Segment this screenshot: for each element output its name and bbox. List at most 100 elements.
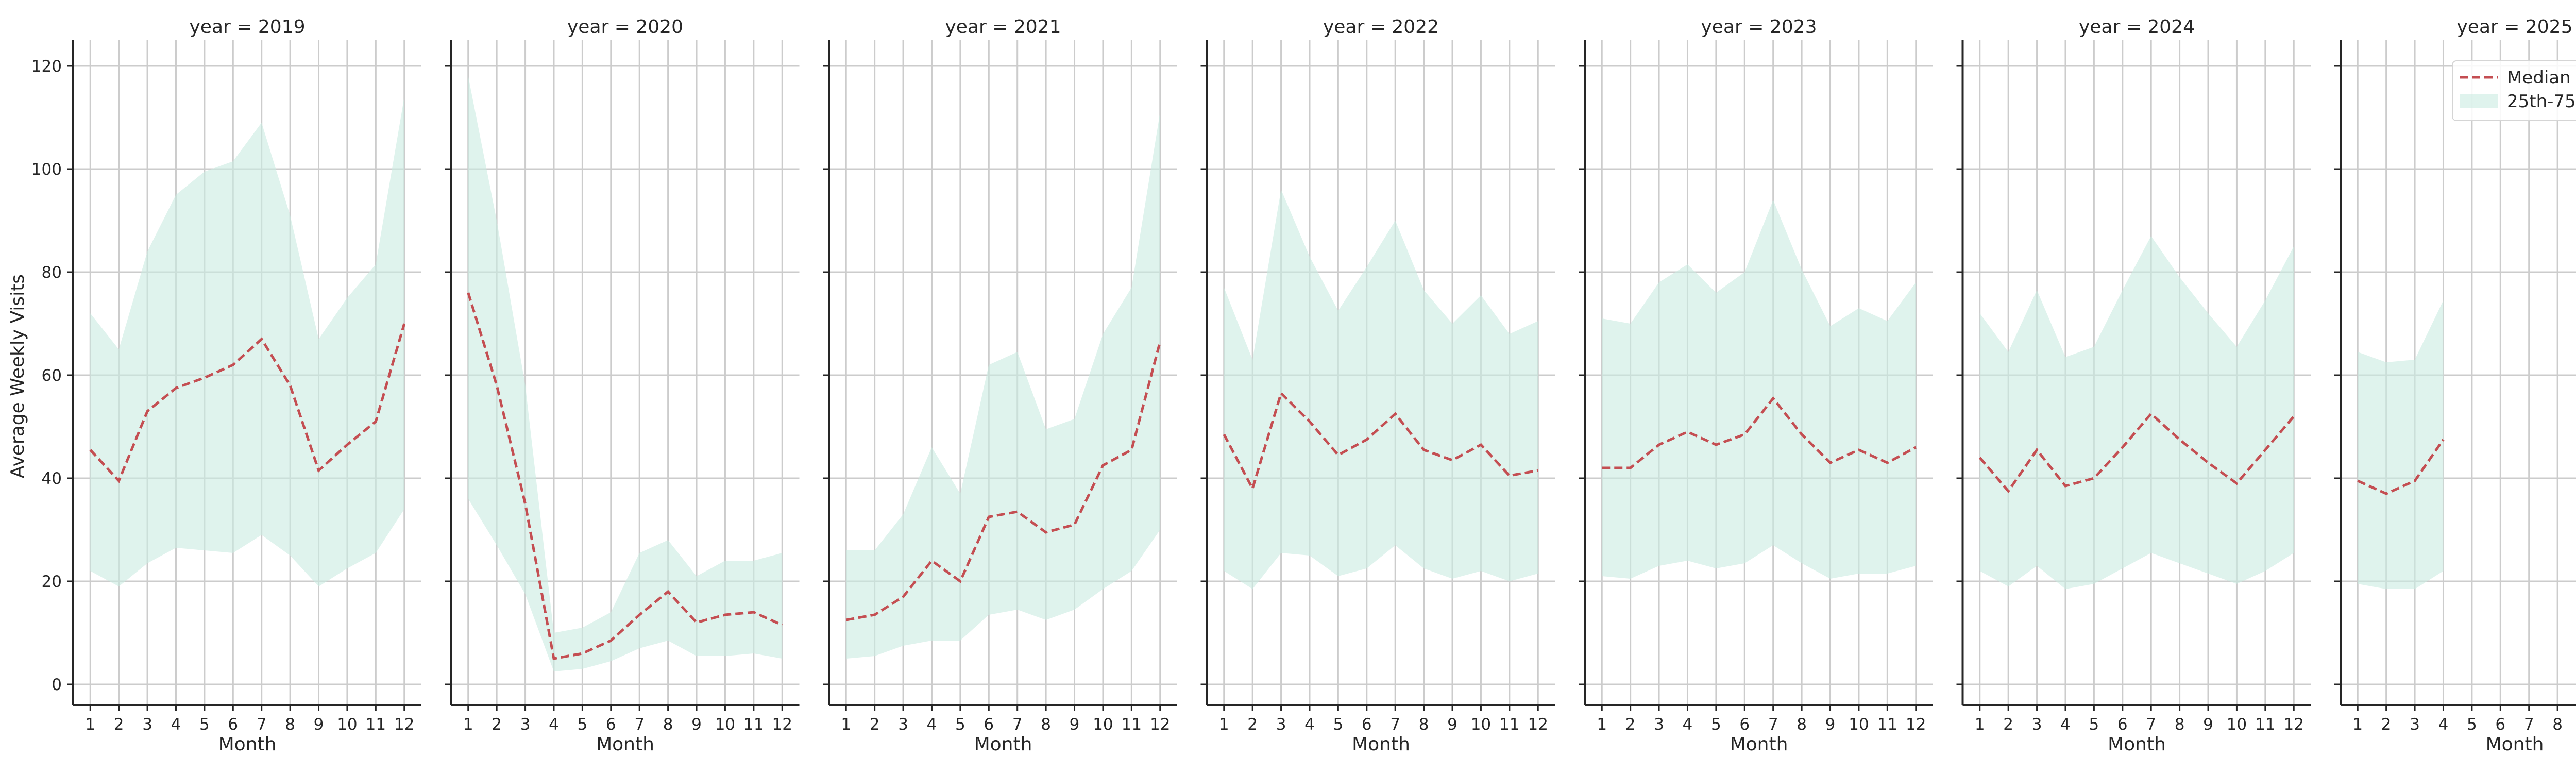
median-point [1251, 488, 1253, 490]
median-point [1915, 446, 1917, 448]
panel-title: year = 2024 [2079, 16, 2195, 38]
median-point [1858, 449, 1860, 451]
x-tick-label: 9 [1070, 715, 1080, 734]
median-point [988, 516, 990, 518]
median-point [581, 652, 583, 654]
x-tick-label: 11 [366, 715, 386, 734]
y-tick-label: 80 [42, 263, 62, 282]
median-point [2207, 462, 2209, 464]
median-point [1979, 457, 1981, 459]
median-point [89, 449, 91, 451]
median-point [1772, 397, 1774, 399]
median-point [2036, 449, 2038, 451]
median-point [1130, 449, 1132, 451]
x-tick-label: 9 [1825, 715, 1836, 734]
median-point [2442, 439, 2444, 441]
median-point [1280, 392, 1282, 394]
x-tick-label: 8 [285, 715, 295, 734]
x-tick-label: 4 [927, 715, 937, 734]
median-point [118, 480, 120, 482]
median-point [2179, 439, 2181, 441]
x-tick-label: 7 [634, 715, 645, 734]
median-point [1658, 444, 1660, 446]
x-tick-label: 8 [2175, 715, 2185, 734]
median-point [1480, 444, 1482, 446]
median-point [204, 377, 206, 379]
median-point [667, 591, 669, 593]
median-point [1743, 433, 1745, 435]
percentile-band [1979, 236, 2294, 589]
median-point [1159, 341, 1161, 343]
percentile-band [1602, 200, 1916, 579]
percentile-band [1224, 190, 1538, 589]
x-tick-label: 9 [1447, 715, 1458, 734]
median-point [638, 614, 640, 616]
median-point [232, 364, 234, 366]
median-point [2385, 493, 2387, 495]
legend-band-swatch [2460, 94, 2498, 108]
median-point [1686, 431, 1688, 433]
median-point [1423, 449, 1425, 451]
panel-title: year = 2025 [2457, 16, 2573, 38]
panel-title: year = 2019 [190, 16, 306, 38]
x-axis-title: Month [596, 734, 654, 755]
median-point [2122, 446, 2124, 448]
median-point [1715, 444, 1717, 446]
x-tick-label: 3 [898, 715, 908, 734]
x-tick-label: 5 [2467, 715, 2477, 734]
x-tick-label: 5 [1711, 715, 1721, 734]
x-tick-label: 4 [1683, 715, 1693, 734]
x-tick-label: 12 [394, 715, 414, 734]
x-tick-label: 6 [2495, 715, 2505, 734]
median-point [930, 560, 933, 562]
median-point [696, 621, 698, 624]
x-tick-label: 3 [2032, 715, 2042, 734]
x-tick-label: 8 [2552, 715, 2563, 734]
x-tick-label: 3 [520, 715, 531, 734]
x-tick-label: 6 [984, 715, 994, 734]
x-tick-label: 11 [743, 715, 764, 734]
median-point [1016, 511, 1019, 513]
x-tick-label: 3 [1654, 715, 1664, 734]
x-tick-label: 8 [1797, 715, 1807, 734]
median-point [496, 384, 498, 386]
x-tick-label: 7 [2146, 715, 2156, 734]
percentile-band [468, 76, 783, 671]
legend-median-label: Median [2507, 68, 2571, 88]
x-tick-label: 1 [1975, 715, 1985, 734]
median-point [2414, 480, 2416, 482]
x-tick-label: 2 [492, 715, 502, 734]
x-tick-label: 7 [1012, 715, 1023, 734]
median-point [610, 640, 612, 642]
chart-legend: Median 25th-75th Percentile [2452, 60, 2576, 121]
x-tick-label: 11 [1877, 715, 1897, 734]
x-tick-label: 11 [1499, 715, 1519, 734]
x-tick-label: 7 [257, 715, 267, 734]
x-tick-label: 2 [1247, 715, 1258, 734]
x-tick-label: 7 [2524, 715, 2534, 734]
y-axis-title: Average Weekly Visits [7, 274, 28, 478]
x-tick-label: 11 [1122, 715, 1142, 734]
x-tick-label: 1 [2352, 715, 2363, 734]
x-axis-title: Month [974, 734, 1032, 755]
x-tick-label: 10 [1471, 715, 1491, 734]
x-tick-label: 12 [2284, 715, 2304, 734]
percentile-band [846, 112, 1160, 659]
median-point [289, 384, 291, 386]
x-tick-label: 10 [1849, 715, 1869, 734]
x-tick-label: 11 [2255, 715, 2275, 734]
median-point [845, 619, 847, 621]
x-axis-title: Month [1730, 734, 1788, 755]
median-line [89, 323, 406, 483]
median-point [2357, 480, 2359, 482]
median-point [753, 611, 755, 613]
x-tick-label: 1 [1597, 715, 1607, 734]
